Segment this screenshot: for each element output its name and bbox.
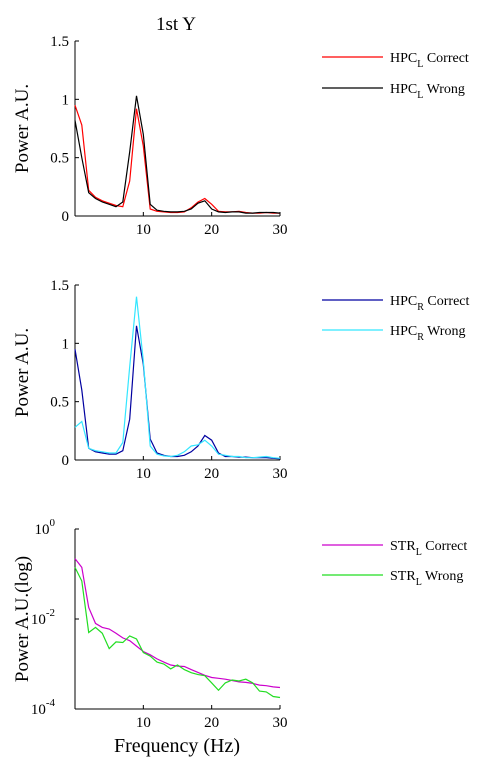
y-tick-label: 10-2	[31, 607, 55, 628]
y-tick-label: 1.5	[50, 278, 69, 294]
x-tick-label: 20	[204, 466, 219, 482]
x-tick-label: 10	[136, 222, 151, 238]
x-tick-label: 20	[204, 715, 219, 731]
y-tick-label: 0.5	[50, 395, 69, 411]
legend-label: HPCR Correct	[390, 294, 469, 313]
x-axis-label: Frequency (Hz)	[114, 735, 240, 757]
y-tick-label: 100	[35, 517, 56, 538]
chart-panel-2: 10 20 30 0 0.5 1 1.5 Power A.U. HPCR Correct HPCR…	[12, 278, 469, 482]
y-tick-label: 0	[62, 209, 70, 225]
y-tick-label: 1	[62, 336, 70, 352]
chart-panel-1: 10 20 30 0 0.5 1 1.5 Power A.U. HPCL Correct HPCL…	[12, 34, 469, 238]
legend-label: HPCR Wrong	[390, 324, 465, 343]
legend-label: HPCL Wrong	[390, 82, 465, 101]
series-line-2	[74, 567, 281, 699]
series-line-1	[74, 325, 281, 460]
legend-label: HPCL Correct	[390, 51, 469, 70]
x-tick-label: 30	[273, 222, 288, 238]
y-axis-label: Power A.U.	[12, 84, 33, 173]
y-tick-label: 1	[62, 92, 70, 108]
x-tick-label: 20	[204, 222, 219, 238]
x-tick-label: 30	[273, 466, 288, 482]
y-axis-label: Power A.U.	[12, 328, 33, 417]
x-tick-label: 10	[136, 466, 151, 482]
y-tick-label: 0.5	[50, 151, 69, 167]
x-tick-label: 30	[273, 715, 288, 731]
legend-label: STRL Wrong	[390, 569, 463, 588]
series-line-2	[74, 95, 281, 214]
x-tick-label: 10	[136, 715, 151, 731]
series-line-1	[74, 558, 281, 689]
figure-title: 1st Y	[156, 14, 196, 35]
legend-label: STRL Correct	[390, 539, 467, 558]
y-tick-label: 10-4	[31, 697, 56, 718]
y-tick-label: 0	[62, 453, 70, 469]
y-tick-label: 1.5	[50, 34, 69, 50]
series-line-1	[74, 105, 280, 214]
y-axis-label: Power A.U.(log)	[12, 556, 33, 682]
series-line-2	[74, 296, 281, 459]
